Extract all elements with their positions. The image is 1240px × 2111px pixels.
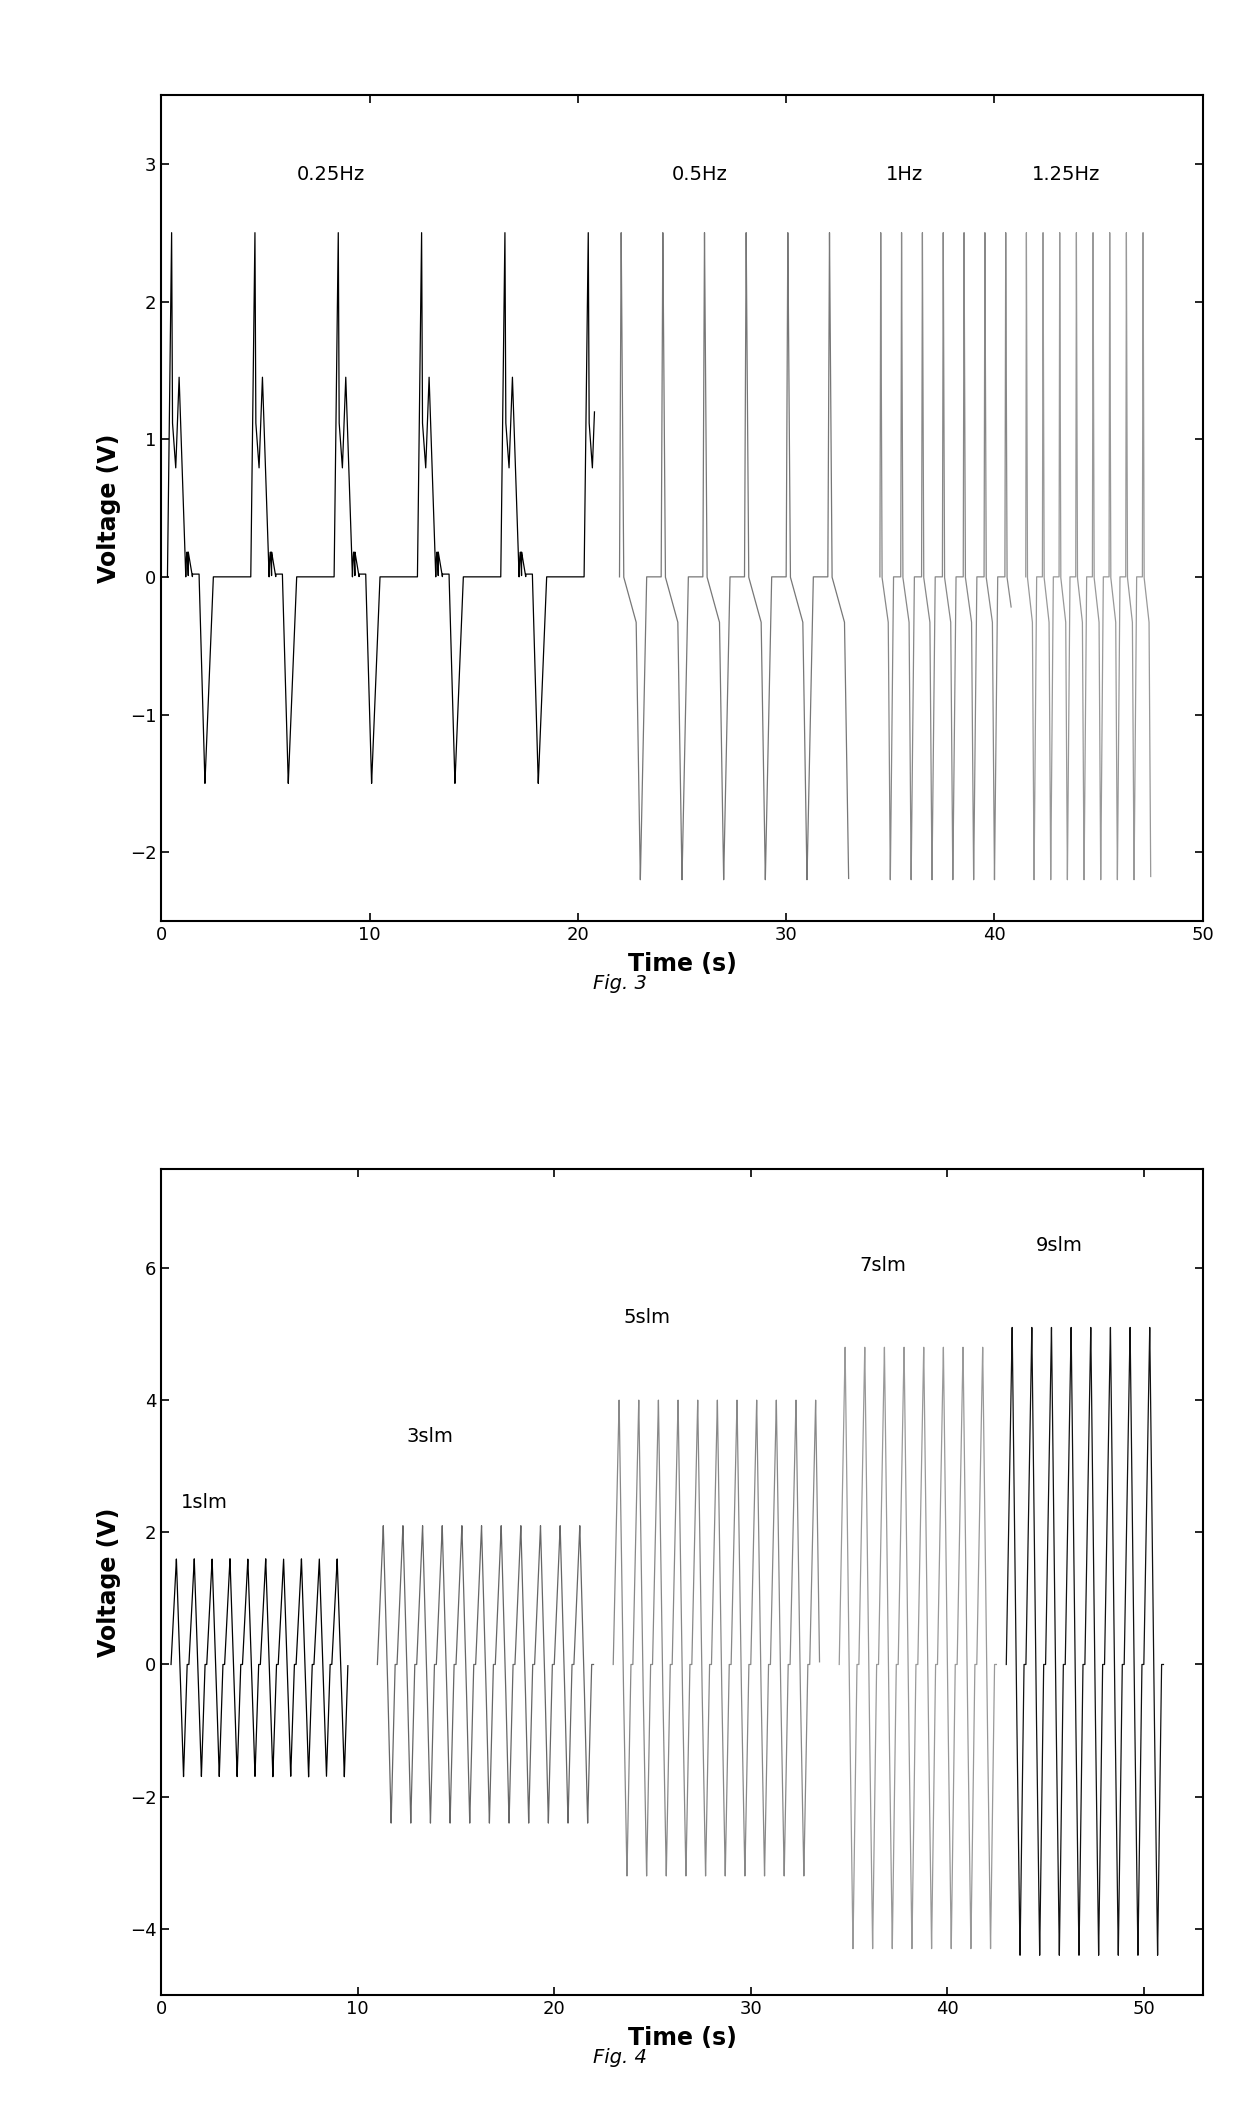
Text: 7slm: 7slm [859,1256,905,1275]
Text: Fig. 4: Fig. 4 [593,2048,647,2067]
Text: 0.5Hz: 0.5Hz [672,165,728,184]
Y-axis label: Voltage (V): Voltage (V) [98,1507,122,1657]
Text: Fig. 3: Fig. 3 [593,973,647,992]
Y-axis label: Voltage (V): Voltage (V) [98,433,122,583]
Text: 9slm: 9slm [1035,1235,1083,1254]
Text: 5slm: 5slm [622,1309,670,1328]
Text: 1Hz: 1Hz [887,165,924,184]
Text: 1slm: 1slm [181,1492,228,1511]
X-axis label: Time (s): Time (s) [627,2027,737,2050]
X-axis label: Time (s): Time (s) [627,952,737,975]
Text: 0.25Hz: 0.25Hz [296,165,365,184]
Text: 3slm: 3slm [407,1427,454,1446]
Text: 1.25Hz: 1.25Hz [1032,165,1100,184]
